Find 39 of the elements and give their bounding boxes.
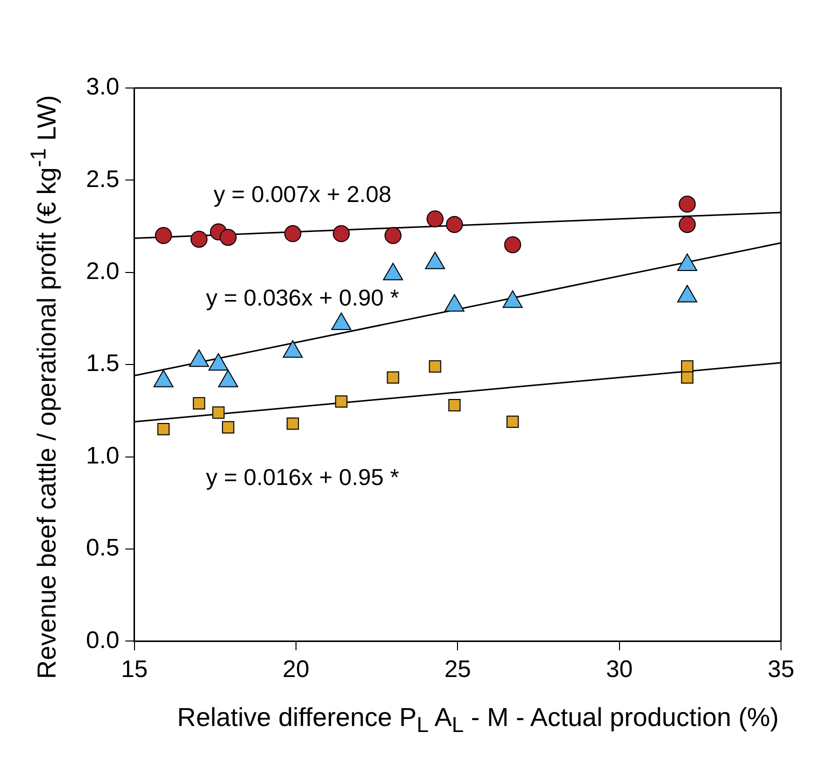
- point: [332, 225, 350, 242]
- point: [446, 216, 463, 233]
- point: [190, 230, 208, 248]
- point: [286, 417, 299, 430]
- x-tick-label: 35: [768, 656, 794, 684]
- y-tick-label: 0.5: [86, 534, 120, 562]
- x-axis-title: Relative difference P$_{L}$ A$_{L}$ - M - Actual production (%): [177, 702, 779, 738]
- annotation: y = 0.007x + 2.08: [214, 180, 392, 207]
- point: [192, 397, 206, 410]
- point: [678, 196, 696, 213]
- x-tick-label: 20: [282, 656, 310, 684]
- point: [284, 225, 302, 242]
- point: [222, 421, 234, 434]
- point: [220, 228, 237, 246]
- point: [335, 395, 348, 408]
- annotation: y = 0.016x + 0.95 *: [206, 464, 400, 490]
- x-tick-label: 25: [444, 656, 472, 684]
- point: [386, 371, 400, 384]
- point: [384, 227, 402, 244]
- point: [428, 360, 442, 373]
- y-tick-label: 2.5: [86, 166, 120, 193]
- point: [678, 216, 696, 233]
- point: [681, 371, 694, 384]
- point: [506, 416, 519, 428]
- y-tick-label: 3.0: [86, 74, 120, 101]
- point: [504, 236, 522, 254]
- point: [157, 422, 170, 436]
- x-tick-label: 15: [121, 656, 148, 684]
- point: [448, 399, 461, 412]
- point: [212, 406, 225, 419]
- point: [681, 360, 694, 373]
- y-tick-label: 1.5: [86, 350, 120, 378]
- point: [154, 227, 172, 244]
- x-tick-label: 30: [606, 656, 633, 684]
- annotation: y = 0.036x + 0.90 *: [206, 284, 400, 310]
- y-tick-label: 2.0: [86, 258, 120, 286]
- y-tick-label: 0.0: [86, 626, 120, 654]
- point: [426, 210, 444, 228]
- y-tick-label: 1.0: [86, 442, 120, 470]
